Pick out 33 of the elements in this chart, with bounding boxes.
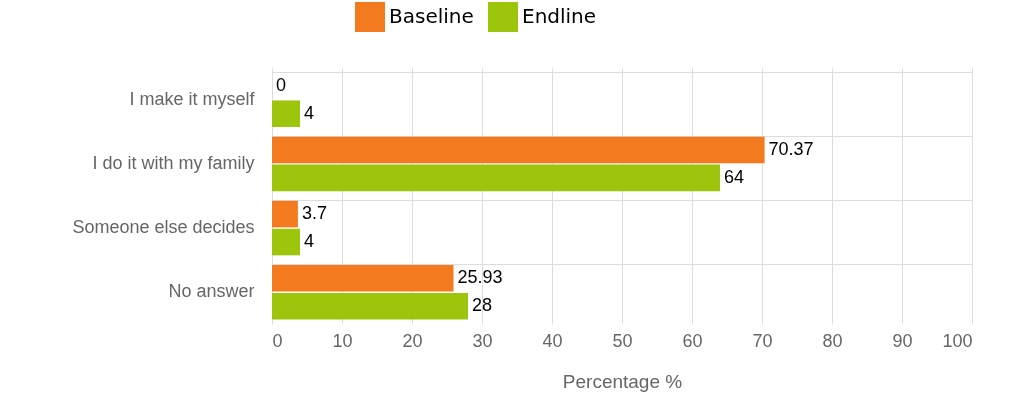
x-axis-title: Percentage % — [562, 370, 683, 392]
data-label: 25.93 — [457, 267, 503, 288]
data-label: 28 — [472, 295, 493, 316]
bar — [272, 228, 300, 256]
x-tick-label: 20 — [402, 330, 423, 351]
legend-label: Endline — [522, 4, 597, 28]
x-tick-label: 70 — [752, 330, 773, 351]
data-label: 3.7 — [301, 203, 327, 224]
x-tick-label: 50 — [612, 330, 633, 351]
legend-label: Baseline — [389, 4, 474, 28]
bar — [272, 200, 298, 228]
data-label: 4 — [304, 102, 315, 123]
x-tick-label: 60 — [682, 330, 703, 351]
x-tick-label: 40 — [542, 330, 563, 351]
data-label: 4 — [304, 231, 315, 252]
x-tick-label: 100 — [942, 330, 973, 351]
x-tick-label: 0 — [272, 330, 283, 351]
y-tick-label: No answer — [168, 281, 255, 302]
x-tick-label: 30 — [472, 330, 493, 351]
bar — [272, 292, 468, 320]
bar — [272, 264, 454, 292]
y-tick-label: I do it with my family — [92, 152, 255, 173]
y-tick-label: I make it myself — [129, 88, 256, 109]
x-tick-label: 80 — [822, 330, 843, 351]
data-label: 0 — [276, 74, 287, 95]
x-tick-label: 10 — [332, 330, 353, 351]
bar — [272, 136, 765, 164]
data-label: 64 — [724, 166, 745, 187]
x-tick-label: 90 — [892, 330, 913, 351]
bar — [272, 164, 720, 192]
y-tick-label: Someone else decides — [72, 217, 255, 238]
bar — [272, 100, 300, 128]
data-label: 70.37 — [768, 138, 814, 159]
